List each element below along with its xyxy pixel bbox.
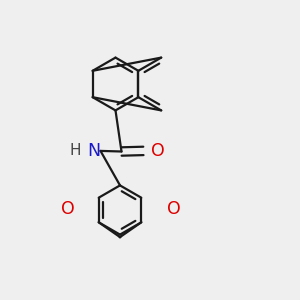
Text: N: N (87, 142, 101, 160)
Text: H: H (70, 143, 81, 158)
Text: O: O (167, 200, 180, 217)
Text: O: O (152, 142, 165, 160)
Text: O: O (61, 200, 75, 217)
